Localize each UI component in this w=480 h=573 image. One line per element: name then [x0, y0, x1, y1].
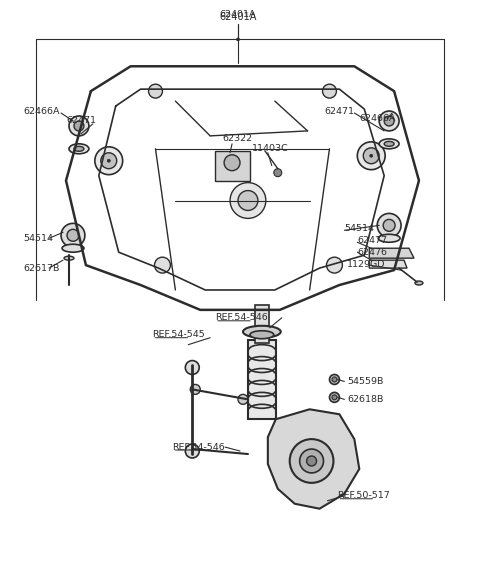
Text: 62401A: 62401A	[219, 11, 257, 22]
Circle shape	[332, 377, 337, 382]
Text: REF.54-546: REF.54-546	[172, 442, 225, 452]
Circle shape	[238, 191, 258, 210]
Text: 62322: 62322	[222, 134, 252, 143]
Ellipse shape	[74, 146, 84, 151]
Circle shape	[101, 153, 117, 168]
Circle shape	[148, 84, 162, 98]
Circle shape	[230, 183, 266, 218]
Text: 62476: 62476	[357, 248, 387, 257]
Circle shape	[363, 148, 379, 164]
Text: 62466A: 62466A	[360, 115, 396, 123]
Text: 62471: 62471	[66, 116, 96, 125]
Ellipse shape	[379, 139, 399, 149]
Text: 62618B: 62618B	[348, 395, 384, 404]
Text: 54559B: 54559B	[348, 377, 384, 386]
Circle shape	[95, 147, 123, 175]
Circle shape	[379, 111, 399, 131]
Circle shape	[307, 456, 316, 466]
Text: 54514: 54514	[344, 224, 374, 233]
Circle shape	[155, 257, 170, 273]
Ellipse shape	[243, 326, 281, 337]
Circle shape	[357, 142, 385, 170]
Text: REF.54-545: REF.54-545	[153, 330, 205, 339]
Circle shape	[74, 121, 84, 131]
Polygon shape	[369, 248, 414, 258]
Circle shape	[224, 155, 240, 171]
Text: 62471: 62471	[324, 107, 355, 116]
Text: 62477: 62477	[357, 236, 387, 245]
Circle shape	[190, 384, 200, 394]
Circle shape	[69, 116, 89, 136]
Text: 11403C: 11403C	[252, 144, 288, 154]
Circle shape	[274, 168, 282, 176]
Text: 62617B: 62617B	[23, 264, 60, 273]
Text: REF.54-546: REF.54-546	[215, 313, 268, 323]
Polygon shape	[268, 409, 360, 509]
Circle shape	[300, 449, 324, 473]
Circle shape	[329, 375, 339, 384]
Text: 1129GD: 1129GD	[348, 260, 386, 269]
Circle shape	[61, 223, 85, 247]
Bar	[248, 340, 276, 419]
Circle shape	[329, 393, 339, 402]
Circle shape	[67, 229, 79, 241]
Polygon shape	[369, 260, 407, 268]
Circle shape	[185, 360, 199, 375]
Circle shape	[383, 219, 395, 231]
Ellipse shape	[69, 144, 89, 154]
Text: REF.50-517: REF.50-517	[337, 491, 390, 500]
Circle shape	[384, 116, 394, 126]
Ellipse shape	[415, 281, 423, 285]
Circle shape	[326, 257, 342, 273]
Bar	[215, 151, 250, 180]
Circle shape	[238, 394, 248, 405]
Text: 62466A: 62466A	[23, 107, 60, 116]
Text: 62401A: 62401A	[220, 10, 256, 19]
Circle shape	[370, 154, 373, 157]
Circle shape	[323, 84, 336, 98]
Text: 54514: 54514	[23, 234, 53, 243]
Circle shape	[290, 439, 334, 483]
Circle shape	[377, 213, 401, 237]
Ellipse shape	[378, 234, 400, 242]
Ellipse shape	[62, 244, 84, 252]
Bar	[255, 305, 269, 343]
Ellipse shape	[384, 142, 394, 146]
Ellipse shape	[250, 331, 274, 339]
Circle shape	[107, 159, 110, 162]
Circle shape	[237, 38, 240, 41]
Ellipse shape	[64, 256, 74, 260]
Circle shape	[185, 444, 199, 458]
Circle shape	[332, 395, 337, 400]
